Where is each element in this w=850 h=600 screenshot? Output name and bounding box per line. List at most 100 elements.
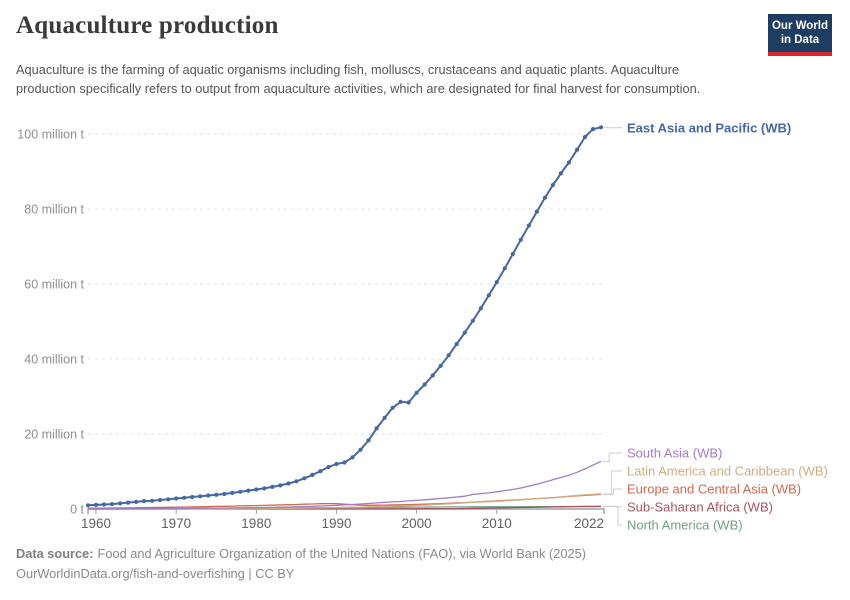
data-point-marker: [198, 494, 203, 499]
x-axis-tick-label: 2000: [402, 516, 432, 531]
data-point-marker: [566, 160, 572, 165]
data-point-marker: [518, 237, 523, 242]
data-point-marker: [454, 341, 459, 347]
data-point-marker: [510, 251, 515, 257]
data-point-marker: [470, 318, 475, 323]
series-line[interactable]: [87, 126, 602, 507]
owid-logo[interactable]: Our World in Data: [768, 14, 832, 56]
data-point-marker: [494, 280, 499, 285]
x-axis-tick-label: 1970: [161, 516, 191, 531]
data-point-marker: [182, 495, 187, 500]
data-point-marker: [109, 502, 115, 507]
x-axis-tick-label: 1990: [321, 516, 351, 531]
data-point-marker: [158, 497, 163, 503]
chart-subtitle: Aquaculture is the farming of aquatic or…: [16, 62, 701, 96]
data-point-marker: [486, 293, 491, 298]
y-axis-tick-label: 0 t: [70, 503, 84, 517]
data-source-text: Food and Agriculture Organization of the…: [97, 546, 586, 561]
data-point-marker: [254, 487, 259, 492]
data-point-marker: [574, 147, 580, 152]
data-point-marker: [430, 373, 435, 378]
y-axis-tick-label: 20 million t: [24, 428, 84, 442]
data-point-marker: [318, 469, 323, 474]
data-point-marker: [342, 460, 347, 465]
aquaculture-line-chart[interactable]: 0 t 20 million t 40 million t 60 million t 8…: [0, 105, 850, 555]
data-point-marker: [326, 464, 331, 470]
x-axis-tick-label: 1960: [81, 516, 111, 531]
data-point-marker: [478, 306, 483, 311]
series-label-connector: [603, 470, 622, 495]
data-point-marker: [446, 353, 451, 358]
series-label-europe-and-central-asia-wb[interactable]: Europe and Central Asia (WB): [627, 482, 801, 497]
series-line[interactable]: [88, 460, 602, 510]
data-point-marker: [206, 493, 211, 498]
data-point-marker: [302, 476, 307, 481]
data-point-marker: [222, 491, 227, 497]
x-axis: 1960 1970 1980 1990 2000 2010 2022: [81, 508, 605, 531]
data-point-marker: [310, 472, 315, 477]
data-source-label: Data source:: [16, 546, 94, 561]
data-point-marker: [214, 492, 219, 497]
y-axis-tick-label: 60 million t: [24, 278, 84, 292]
data-point-marker: [118, 501, 123, 506]
series-label-latin-america-and-caribbean-wb[interactable]: Latin America and Caribbean (WB): [627, 464, 828, 479]
data-point-marker: [414, 390, 419, 395]
data-point-marker: [150, 498, 155, 503]
x-axis-line: [87, 508, 605, 514]
data-point-marker: [294, 479, 299, 484]
owid-logo-line2: in Data: [780, 33, 820, 46]
data-point-marker: [582, 134, 588, 140]
series-labels: East Asia and Pacific (WB) South Asia (WB…: [603, 120, 828, 533]
data-point-marker: [350, 455, 355, 460]
data-point-marker: [286, 481, 291, 486]
data-point-marker: [358, 447, 363, 452]
data-point-marker: [502, 266, 507, 271]
data-point-marker: [93, 502, 99, 507]
data-point-marker: [558, 171, 564, 176]
data-point-marker: [142, 499, 147, 504]
data-point-marker: [398, 399, 403, 404]
series-label-north-america-wb[interactable]: North America (WB): [627, 518, 743, 533]
series-label-connector: [603, 488, 622, 495]
data-point-marker: [85, 503, 91, 508]
data-point-marker: [438, 363, 443, 368]
data-point-marker: [462, 330, 467, 335]
x-axis-tick-label: 1980: [241, 516, 271, 531]
data-point-marker: [390, 405, 395, 410]
data-point-marker: [374, 426, 379, 431]
data-point-marker: [174, 496, 179, 501]
data-point-marker: [526, 223, 532, 228]
series-label-east-asia-and-pacific-wb[interactable]: East Asia and Pacific (WB): [627, 120, 791, 135]
owid-logo-line1: Our World: [771, 20, 828, 32]
data-point-marker: [382, 415, 387, 420]
data-point-marker: [270, 484, 275, 489]
page-title: Aquaculture production: [16, 12, 279, 39]
data-point-marker: [278, 483, 283, 488]
data-point-marker: [101, 502, 107, 507]
data-point-marker: [238, 489, 243, 494]
y-axis-tick-label: 80 million t: [24, 203, 84, 217]
data-point-marker: [590, 127, 596, 132]
x-axis-tick-label: 2022: [574, 516, 604, 531]
data-point-marker: [246, 488, 251, 493]
x-axis-tick-label: 2010: [482, 516, 512, 531]
data-point-marker: [406, 400, 411, 405]
license-line[interactable]: OurWorldinData.org/fish-and-overfishing …: [16, 566, 295, 581]
y-grid: 0 t 20 million t 40 million t 60 million t 8…: [17, 128, 606, 517]
data-point-marker: [230, 490, 235, 495]
data-point-marker: [598, 125, 604, 130]
data-point-marker: [422, 382, 427, 387]
series-label-sub-saharan-africa-wb[interactable]: Sub-Saharan Africa (WB): [627, 500, 773, 515]
data-point-marker: [126, 500, 131, 505]
data-point-marker: [262, 486, 267, 491]
data-point-marker: [550, 182, 556, 188]
data-point-marker: [366, 438, 371, 443]
series-east-asia-and-pacific-wb[interactable]: [85, 125, 604, 508]
series-south-asia-wb[interactable]: [88, 460, 602, 510]
series-label-connector: [603, 452, 622, 462]
data-point-marker: [534, 209, 540, 214]
data-source-line: Data source: Food and Agriculture Organiz…: [16, 544, 586, 564]
data-point-marker: [334, 461, 339, 467]
series-label-south-asia-wb[interactable]: South Asia (WB): [627, 446, 722, 461]
